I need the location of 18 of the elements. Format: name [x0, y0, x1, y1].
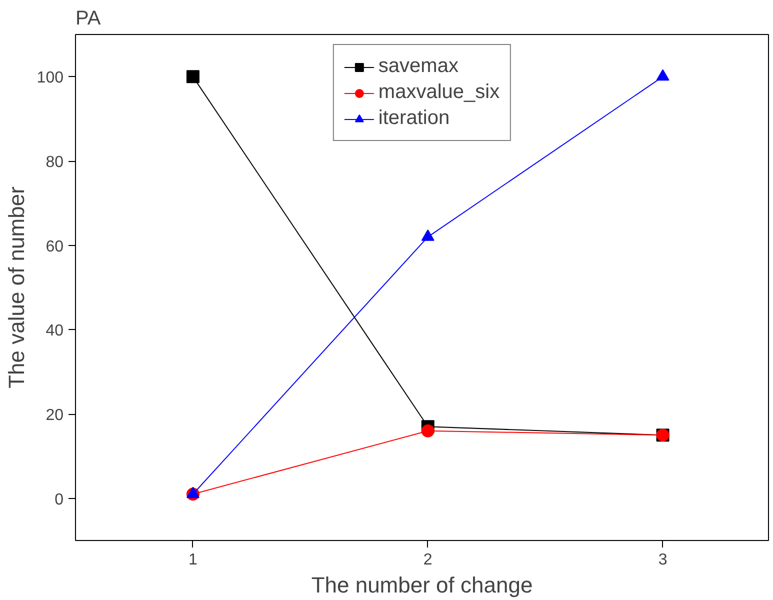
y-tick-label: 20 — [46, 407, 64, 424]
legend-label: maxvalue_six — [378, 81, 500, 104]
y-tick-label: 60 — [46, 238, 64, 256]
x-tick-label: 1 — [188, 552, 198, 568]
legend-label: savemax — [378, 55, 458, 78]
point — [421, 229, 434, 241]
y-tick-label: 40 — [46, 322, 64, 340]
y-tick-label: 0 — [54, 491, 64, 508]
x-tick-label: 2 — [423, 552, 432, 568]
point — [656, 69, 670, 81]
point — [421, 424, 434, 438]
x-tick-label: 3 — [658, 552, 668, 568]
legend-label: iteration — [378, 107, 450, 130]
chart-title: PA — [76, 8, 102, 30]
x-axis-title: The number of change — [311, 572, 533, 598]
y-axis-title: The value of number — [4, 186, 29, 388]
y-tick-label: 100 — [36, 70, 64, 87]
y-tick-label: 80 — [46, 154, 64, 171]
